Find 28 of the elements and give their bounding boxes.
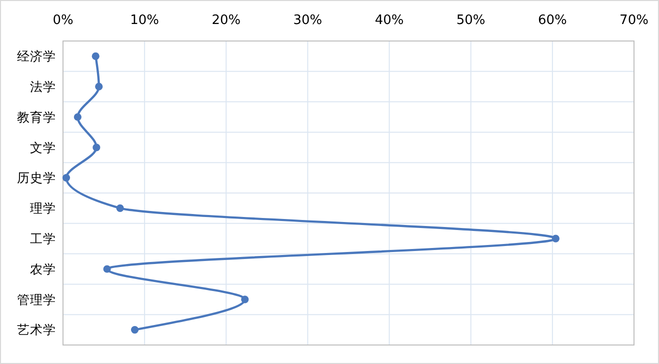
point	[92, 52, 100, 60]
x-tick-label: 0%	[52, 13, 74, 28]
y-tick-label: 文学	[30, 140, 56, 155]
point	[92, 144, 100, 152]
y-tick-label: 农学	[30, 261, 56, 276]
point	[116, 204, 124, 212]
y-tick-label: 经济学	[17, 48, 56, 64]
x-tick-label: 60%	[538, 13, 567, 28]
point	[62, 174, 70, 182]
point	[241, 296, 249, 304]
y-tick-label: 法学	[30, 78, 56, 94]
x-tick-label: 30%	[293, 13, 322, 28]
point	[552, 234, 560, 242]
point	[103, 265, 111, 273]
y-tick-label: 理学	[30, 200, 56, 216]
x-tick-label: 70%	[620, 13, 648, 28]
x-tick-label: 10%	[130, 13, 160, 28]
y-tick-label: 艺术学	[17, 322, 56, 338]
point	[130, 326, 139, 334]
x-tick-label: 40%	[374, 13, 404, 28]
y-tick-label: 管理学	[17, 292, 56, 307]
y-tick-label: 历史学	[17, 170, 56, 186]
point	[95, 82, 103, 90]
x-tick-label: 50%	[456, 13, 486, 28]
x-tick-label: 20%	[212, 13, 241, 28]
point	[74, 113, 82, 121]
y-tick-label: 工学	[30, 230, 56, 246]
y-tick-label: 教育学	[17, 109, 56, 124]
